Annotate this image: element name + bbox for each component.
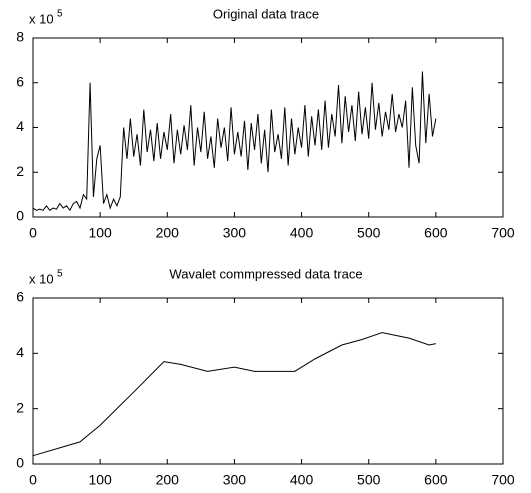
x-tick-label: 400 xyxy=(290,225,314,241)
y-multiplier-exponent: 5 xyxy=(57,9,63,20)
x-tick-label: 200 xyxy=(156,225,180,241)
data-line xyxy=(32,332,436,457)
x-tick-label: 100 xyxy=(88,225,112,241)
x-tick-label: 700 xyxy=(491,225,515,241)
y-multiplier-exponent: 5 xyxy=(57,269,63,280)
x-tick-label: 400 xyxy=(290,472,314,488)
plot-area xyxy=(33,38,503,217)
x-tick-label: 700 xyxy=(491,472,515,488)
y-tick-label: 4 xyxy=(16,344,24,360)
x-tick-label: 300 xyxy=(223,225,247,241)
y-tick-label: 6 xyxy=(16,289,24,305)
axes-frame xyxy=(32,37,504,218)
chart-title: Wavalet commpressed data trace xyxy=(169,266,362,281)
x-tick-label: 500 xyxy=(357,225,381,241)
y-multiplier: x 10 xyxy=(29,11,54,26)
x-tick-label: 100 xyxy=(88,472,112,488)
y-multiplier: x 10 xyxy=(29,271,54,286)
y-tick-label: 8 xyxy=(16,29,24,45)
y-tick-label: 0 xyxy=(16,455,24,471)
y-tick-label: 0 xyxy=(16,208,24,224)
x-tick-label: 0 xyxy=(29,225,37,241)
data-line xyxy=(32,71,437,212)
x-tick-label: 500 xyxy=(357,472,381,488)
x-tick-label: 300 xyxy=(223,472,247,488)
y-tick-label: 2 xyxy=(16,399,24,415)
plot-area xyxy=(33,298,503,464)
x-tick-label: 600 xyxy=(424,472,448,488)
x-tick-label: 600 xyxy=(424,225,448,241)
y-tick-label: 4 xyxy=(16,118,24,134)
axes-frame xyxy=(32,297,504,465)
chart-title: Original data trace xyxy=(213,6,319,21)
x-tick-label: 0 xyxy=(29,472,37,488)
y-tick-label: 6 xyxy=(16,73,24,89)
x-tick-label: 200 xyxy=(156,472,180,488)
y-tick-label: 2 xyxy=(16,163,24,179)
